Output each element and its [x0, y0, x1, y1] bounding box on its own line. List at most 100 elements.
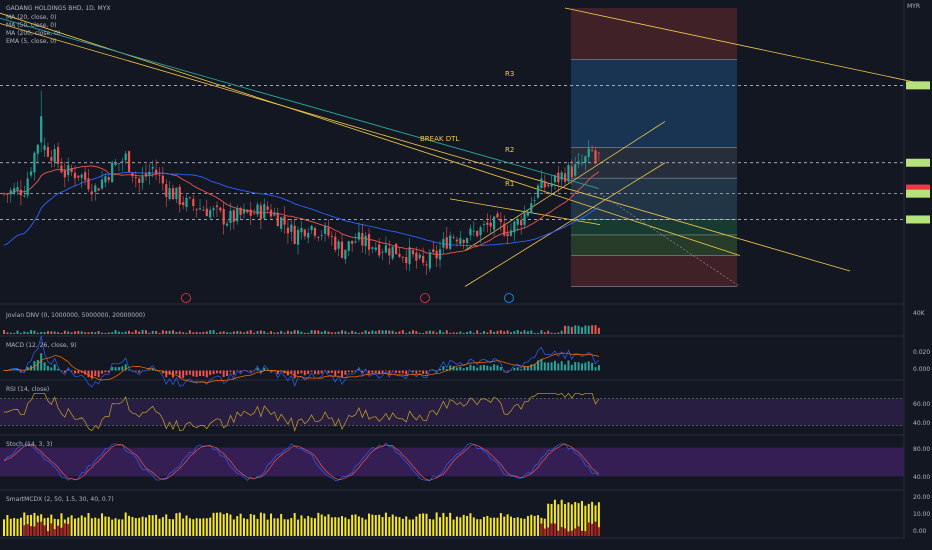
macd-histogram-bar: [134, 370, 137, 372]
volume-bar: [584, 325, 587, 334]
pane-stoch-title[interactable]: Stoch (14, 3, 3): [6, 441, 52, 448]
candle-body: [111, 162, 114, 183]
candle-body: [560, 172, 563, 180]
volume-bar: [192, 332, 195, 334]
smart-bar: [185, 515, 188, 536]
candle-body: [563, 173, 567, 182]
pane-macd-title[interactable]: MACD (12, 26, close, 9): [6, 342, 77, 349]
macd-histogram-bar: [384, 370, 387, 372]
candle-body: [469, 228, 472, 236]
candle-body: [411, 250, 415, 255]
volume-bar: [175, 331, 178, 334]
pane-smart-title[interactable]: SmartMCDX (2, 50, 1.5, 30, 40, 0.7): [6, 496, 114, 503]
volume-bar: [526, 331, 529, 334]
smart-red-bar: [60, 527, 63, 536]
rsi-tick-label: 60.00: [913, 401, 930, 408]
smart-bar: [3, 519, 5, 536]
macd-histogram-bar: [520, 369, 523, 371]
candle-body: [19, 189, 22, 196]
indicator-ma50-label[interactable]: MA (50, close, 0): [6, 22, 56, 29]
smart-bar: [564, 504, 567, 536]
candle-body: [97, 188, 100, 191]
fib-band: [571, 178, 737, 220]
price-tag: [906, 184, 930, 193]
smart-bar: [300, 515, 303, 536]
macd-histogram-bar: [506, 370, 509, 372]
smart-bar: [543, 518, 546, 536]
smart-red-bar: [23, 525, 26, 536]
macd-histogram-bar: [175, 370, 178, 375]
macd-histogram-bar: [36, 359, 39, 371]
volume-bar: [300, 331, 303, 334]
volume-bar: [574, 325, 577, 334]
smart-bar: [107, 516, 110, 536]
volume-bar: [337, 331, 340, 334]
smart-bar: [506, 514, 509, 536]
smart-red-bar: [580, 530, 583, 536]
macd-histogram-bar: [185, 370, 188, 376]
indicator-ma20-label[interactable]: MA (20, close, 0): [6, 14, 56, 21]
smart-red-bar: [564, 528, 567, 536]
macd-histogram-bar: [398, 370, 401, 374]
volume-bar: [232, 331, 235, 334]
candle-body: [225, 223, 229, 226]
candle-body: [144, 173, 148, 177]
candle-body: [165, 184, 168, 197]
volume-bar: [30, 330, 33, 334]
candle-body: [330, 236, 333, 237]
ma20-line: [4, 165, 600, 255]
candle-body: [307, 232, 310, 238]
macd-histogram-bar: [357, 368, 360, 371]
candle-body: [290, 224, 293, 232]
candle-body: [320, 234, 323, 236]
indicator-ema5-label[interactable]: EMA (5, close, 0): [6, 38, 56, 45]
candle-body: [107, 177, 110, 181]
candle-body: [77, 175, 80, 178]
volume-bar: [418, 332, 421, 334]
smart-red-bar: [543, 528, 546, 536]
volume-bar: [489, 330, 492, 334]
volume-bar: [131, 332, 134, 334]
macd-histogram-bar: [516, 367, 519, 371]
smart-bar: [138, 517, 141, 536]
candle-body: [148, 171, 151, 176]
volume-bar: [310, 330, 313, 334]
macd-histogram-bar: [594, 367, 597, 371]
smart-red-bar: [33, 526, 36, 536]
smart-bar: [226, 512, 229, 536]
macd-histogram-bar: [114, 367, 117, 371]
price-tag: [906, 189, 930, 198]
smart-bar: [516, 517, 519, 536]
macd-histogram-bar: [580, 363, 583, 371]
candle-body: [80, 174, 83, 178]
smart-bar: [161, 517, 164, 536]
smart-bar: [276, 518, 279, 536]
pane-rsi-title[interactable]: RSI (14, close): [6, 386, 49, 393]
smart-bar: [253, 514, 256, 536]
smart-bar: [144, 517, 147, 536]
macd-histogram-bar: [188, 370, 191, 375]
smart-tick-label: 0.00: [913, 528, 927, 535]
candle-body: [493, 216, 496, 230]
smart-bar: [242, 518, 245, 536]
smart-tick-label: 20.00: [913, 494, 930, 501]
candle-body: [351, 240, 354, 244]
candle-body: [324, 225, 327, 234]
candle-body: [53, 149, 56, 162]
smart-bar: [215, 512, 218, 536]
macd-histogram-bar: [317, 370, 320, 375]
smart-bar: [205, 518, 208, 536]
stoch-tick-label: 80.00: [913, 446, 930, 453]
candle-body: [398, 253, 401, 257]
smart-bar: [452, 519, 455, 536]
indicator-ma200-label[interactable]: MA (200, close, 0): [6, 30, 60, 37]
rsi-tick-label: 40.00: [913, 420, 930, 427]
macd-histogram-bar: [53, 364, 56, 371]
candle-body: [361, 233, 364, 246]
pane-volume-title[interactable]: Jovian DNV (0, 1000000, 5000000, 2000000…: [5, 312, 145, 319]
macd-histogram-bar: [523, 366, 526, 371]
smart-bar: [459, 517, 462, 536]
candle-body: [222, 209, 225, 225]
volume-bar: [178, 331, 181, 334]
